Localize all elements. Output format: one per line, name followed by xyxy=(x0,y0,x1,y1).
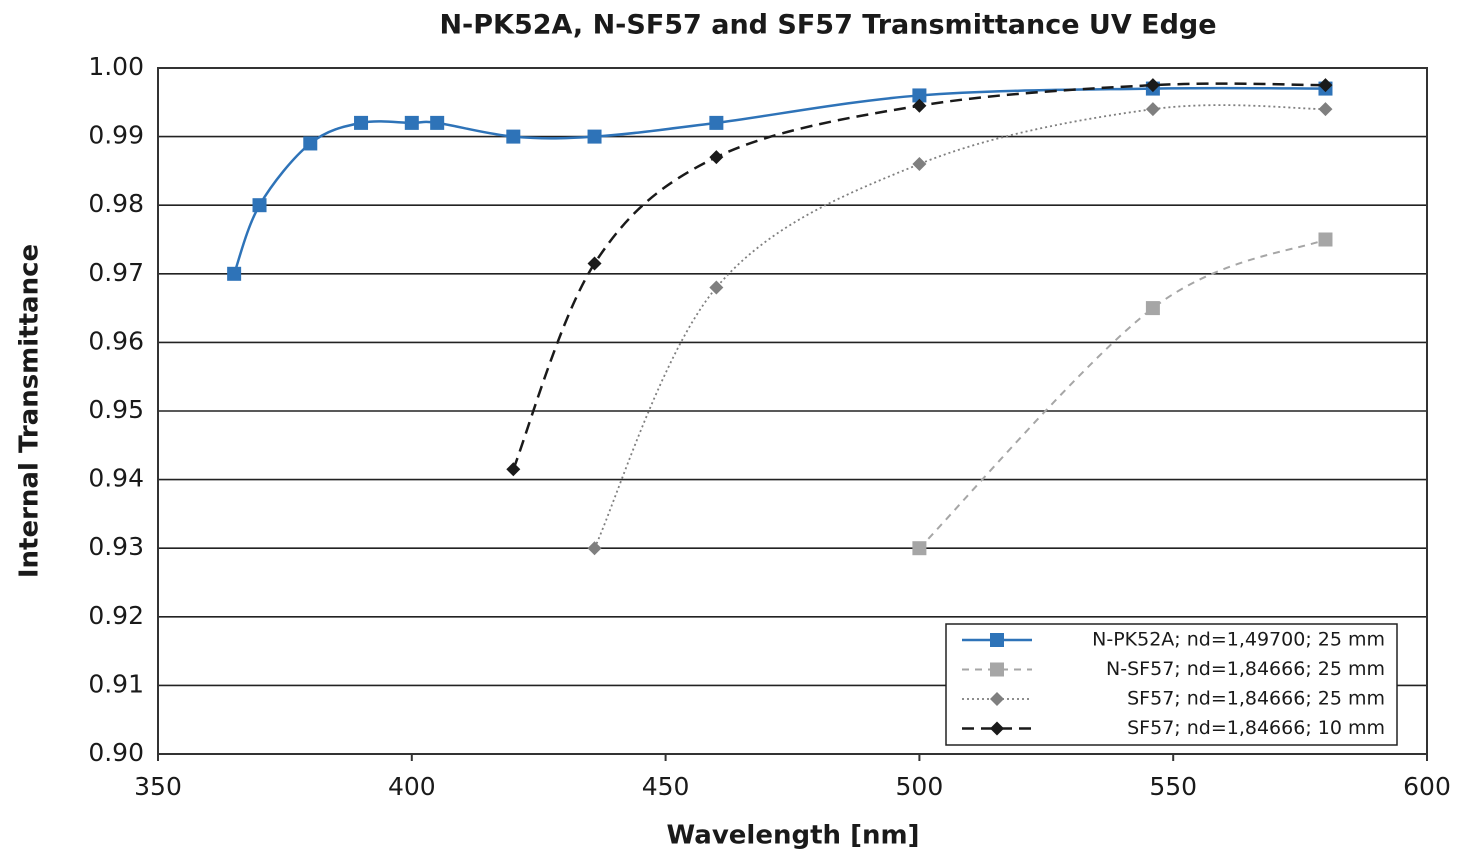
legend: N-PK52A; nd=1,49700; 25 mm N-SF57; nd=1,8… xyxy=(945,623,1398,746)
y-tick-label: 0.98 xyxy=(88,189,144,218)
marker xyxy=(506,129,521,144)
marker xyxy=(912,88,927,103)
legend-label: SF57; nd=1,84666; 25 mm xyxy=(1127,688,1385,710)
marker xyxy=(709,150,724,165)
marker xyxy=(990,721,1004,736)
marker xyxy=(1145,102,1160,117)
marker xyxy=(1318,232,1333,247)
y-tick-label: 0.96 xyxy=(88,326,144,355)
legend-label: N-PK52A; nd=1,49700; 25 mm xyxy=(1092,629,1385,651)
series-line xyxy=(512,82,1326,470)
marker xyxy=(587,129,602,144)
series-line xyxy=(593,104,1326,549)
marker xyxy=(506,462,521,477)
y-axis-label: Internal Transmittance xyxy=(15,244,45,578)
x-tick-label: 500 xyxy=(896,772,944,801)
y-tick-label: 0.95 xyxy=(88,395,144,424)
marker xyxy=(587,256,602,271)
legend-label: N-SF57; nd=1,84666; 25 mm xyxy=(1106,658,1385,680)
x-axis-label: Wavelength [nm] xyxy=(667,821,920,851)
marker xyxy=(1145,301,1160,316)
x-tick-label: 550 xyxy=(1149,772,1197,801)
y-tick-label: 0.99 xyxy=(88,121,144,150)
legend-label: SF57; nd=1,84666; 10 mm xyxy=(1127,717,1385,739)
marker xyxy=(709,280,724,295)
marker xyxy=(303,136,318,151)
marker xyxy=(430,115,445,130)
marker xyxy=(404,115,419,130)
series-lines xyxy=(227,78,1333,556)
marker xyxy=(1145,78,1160,93)
series-line xyxy=(918,238,1326,549)
marker xyxy=(587,541,602,556)
plot-frame xyxy=(157,67,1428,755)
marker xyxy=(1318,78,1333,93)
y-tick-label: 0.94 xyxy=(88,464,144,493)
marker xyxy=(252,198,267,213)
x-tick-label: 600 xyxy=(1403,772,1451,801)
y-tick-label: 0.90 xyxy=(88,738,144,767)
legend-box xyxy=(945,623,1398,746)
marker xyxy=(912,541,927,556)
marker xyxy=(990,662,1004,677)
series-line xyxy=(232,86,1326,275)
marker xyxy=(912,157,927,172)
y-tick-label: 0.91 xyxy=(88,669,144,698)
marker xyxy=(354,115,369,130)
y-tick-label: 0.97 xyxy=(88,258,144,287)
marker xyxy=(912,98,927,113)
marker xyxy=(990,633,1004,647)
x-tick-label: 400 xyxy=(388,772,436,801)
y-tick-label: 0.93 xyxy=(88,532,144,561)
chart-title: N-PK52A, N-SF57 and SF57 Transmittance U… xyxy=(439,10,1216,41)
y-tick-label: 0.92 xyxy=(88,601,144,630)
marker xyxy=(990,692,1004,706)
x-tick-label: 350 xyxy=(134,772,182,801)
marker xyxy=(709,115,724,130)
y-tick-label: 1.00 xyxy=(88,52,144,81)
marker xyxy=(1318,102,1333,117)
marker xyxy=(227,266,242,281)
x-tick-label: 450 xyxy=(642,772,690,801)
